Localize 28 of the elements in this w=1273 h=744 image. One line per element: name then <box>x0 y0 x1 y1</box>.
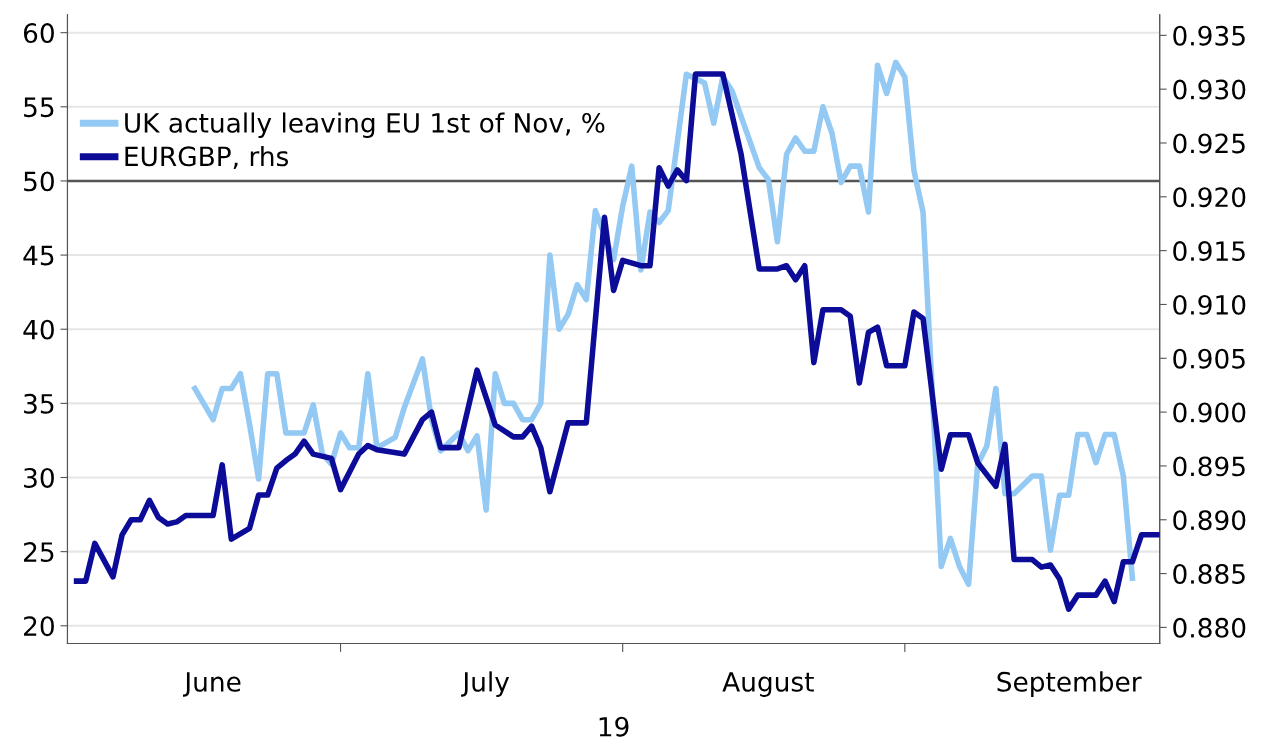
y2-tick-label: 0.925 <box>1173 133 1245 154</box>
y-tick-label: 35 <box>24 393 54 414</box>
y-tick-label: 20 <box>24 616 54 637</box>
y2-tick-label: 0.930 <box>1173 79 1246 100</box>
y-tick-label: 55 <box>24 97 54 118</box>
x-tick-label: July <box>461 671 510 697</box>
legend-label: UK actually leaving EU 1st of Nov, % <box>125 112 605 138</box>
y2-tick-label: 0.915 <box>1173 241 1245 262</box>
y2-tick-label: 0.910 <box>1173 294 1246 315</box>
y-tick-label: 40 <box>23 319 54 340</box>
y-tick-label: 30 <box>24 467 54 488</box>
y2-tick-label: 0.880 <box>1173 617 1246 638</box>
legend-label: EURGBP, rhs <box>125 145 289 170</box>
y-tick-label: 60 <box>23 23 54 44</box>
y-tick-label: 45 <box>23 245 54 266</box>
y-tick-label: 25 <box>24 542 54 563</box>
y2-tick-label: 0.895 <box>1173 456 1245 477</box>
y2-tick-label: 0.900 <box>1173 402 1246 423</box>
y2-tick-label: 0.885 <box>1173 564 1245 584</box>
y2-tick-label: 0.920 <box>1173 187 1246 208</box>
x-tick-label: June <box>183 672 241 697</box>
y2-tick-label: 0.890 <box>1173 510 1246 531</box>
x-tick-label: August <box>722 672 814 697</box>
x-tick-label: September <box>997 671 1142 697</box>
x-axis-title: 19 <box>599 716 629 737</box>
y2-tick-label: 0.905 <box>1173 348 1245 369</box>
y-tick-label: 50 <box>24 171 54 192</box>
y2-tick-label: 0.935 <box>1173 25 1245 46</box>
